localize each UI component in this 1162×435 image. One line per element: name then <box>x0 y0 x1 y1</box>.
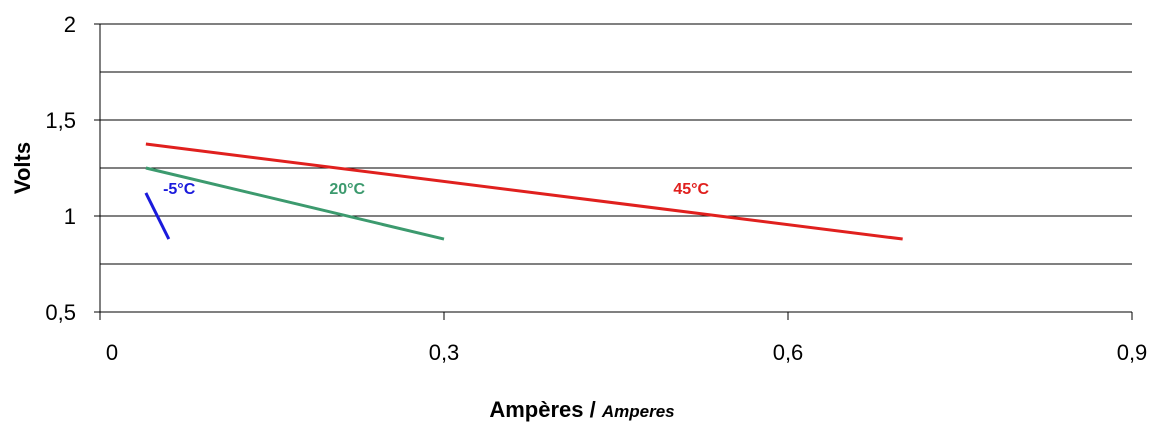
series-line-1 <box>145 166 445 241</box>
y-axis-title: Volts <box>10 142 35 194</box>
series-line-0 <box>144 192 171 240</box>
y-tick-label-3: 2 <box>64 12 76 37</box>
x-tick-label-1: 0,3 <box>429 340 460 365</box>
gridlines <box>100 23 1132 265</box>
series-label-1: 20°C <box>329 181 365 198</box>
x-tick-labels: 0 0,3 0,6 0,9 <box>99 312 1148 365</box>
series-lines <box>144 142 903 241</box>
y-tick-labels: 0,5 1 1,5 2 <box>45 12 100 325</box>
x-tick-label-2: 0,6 <box>773 340 804 365</box>
y-tick-label-1: 1 <box>64 204 76 229</box>
series-label-2: 45°C <box>673 181 709 198</box>
y-tick-label-0: 0,5 <box>45 300 76 325</box>
x-axis-title: Ampères / Amperes <box>489 397 674 422</box>
series-line-2 <box>145 142 903 241</box>
x-tick-label-3: 0,9 <box>1117 340 1148 365</box>
series-label-0: -5°C <box>163 181 196 198</box>
x-tick-label-0: 0 <box>106 340 118 365</box>
series-labels: -5°C 20°C 45°C <box>163 181 709 198</box>
y-tick-label-2: 1,5 <box>45 108 76 133</box>
axes <box>99 24 1132 313</box>
